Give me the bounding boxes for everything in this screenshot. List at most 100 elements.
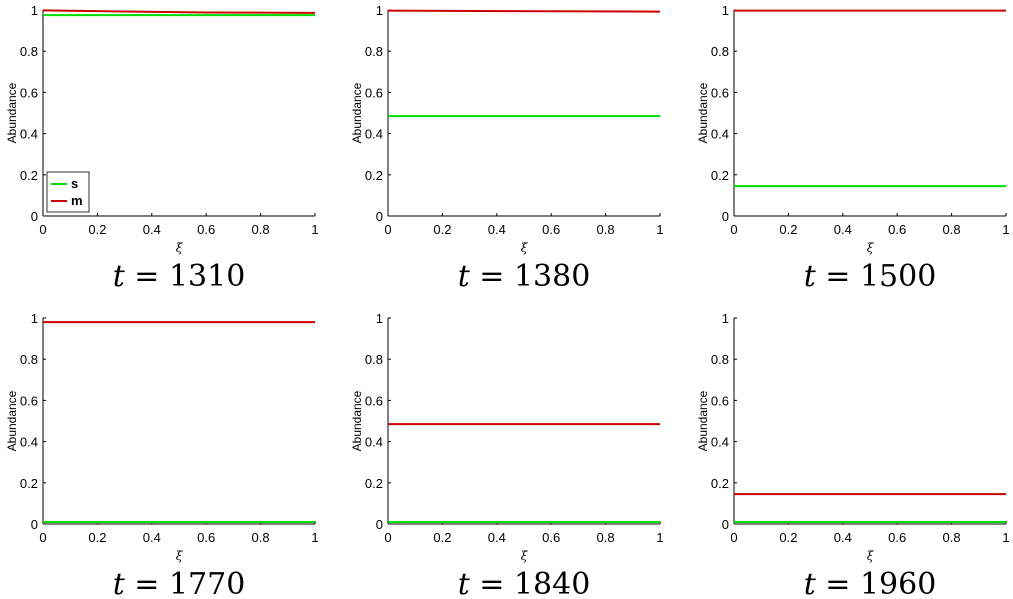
panel-title: t = 1960 <box>804 567 937 599</box>
panel-4: 0 0.2 0.4 0.6 0.8 1 0 0.2 0.4 0.6 0.8 1 Abundance ξ t … <box>5 311 319 599</box>
panel-title: t = 1770 <box>113 567 246 599</box>
y-tick-label: 0 <box>376 517 383 532</box>
y-tick-label: 0 <box>722 209 729 224</box>
y-tick-label: 0.6 <box>711 393 729 408</box>
x-tick-label: 1 <box>656 222 663 237</box>
y-axis-label: Abundance <box>5 390 19 451</box>
x-tick-label: 0.2 <box>433 222 451 237</box>
title-value: = 1500 <box>816 259 937 294</box>
title-value: = 1960 <box>816 567 937 599</box>
x-tick-label: 0.2 <box>433 530 451 545</box>
y-tick-label: 0.2 <box>711 476 729 491</box>
panel-2: 0 0.2 0.4 0.6 0.8 1 0 0.2 0.4 0.6 0.8 1 Abundance ξ t … <box>350 3 664 294</box>
x-tick-label: 0 <box>39 530 46 545</box>
y-tick-label: 0.8 <box>365 352 383 367</box>
x-tick-label: 0.2 <box>88 222 106 237</box>
y-tick-label: 1 <box>376 311 383 326</box>
y-tick-label: 0.6 <box>711 85 729 100</box>
y-tick-label: 0.8 <box>711 44 729 59</box>
panel-6: 0 0.2 0.4 0.6 0.8 1 0 0.2 0.4 0.6 0.8 1 Abundance ξ t … <box>696 311 1010 599</box>
title-variable: t <box>804 259 817 294</box>
y-tick-label: 1 <box>376 3 383 18</box>
series-line-series-2 <box>387 9 661 13</box>
panel-title: t = 1380 <box>458 259 591 294</box>
x-tick-label: 0.8 <box>943 222 961 237</box>
y-tick-label: 0.2 <box>20 168 38 183</box>
y-axis-label: Abundance <box>350 82 364 143</box>
panel-1: 0 0.2 0.4 0.6 0.8 1 0 0.2 0.4 0.6 0.8 1 Abundance ξ sm… <box>5 3 319 294</box>
x-tick-label: 0.6 <box>542 222 560 237</box>
x-tick-label: 0.6 <box>542 530 560 545</box>
x-tick-label: 0.2 <box>779 222 797 237</box>
title-value: = 1310 <box>125 259 246 294</box>
x-tick-label: 0.8 <box>252 222 270 237</box>
y-tick-label: 0.2 <box>365 476 383 491</box>
title-variable: t <box>113 567 126 599</box>
x-tick-label: 1 <box>1002 530 1009 545</box>
x-axis-label: ξ <box>176 241 184 255</box>
series-line-m <box>42 9 316 14</box>
legend-label-m: m <box>71 193 83 208</box>
legend-label-s: s <box>71 176 78 191</box>
x-axis-label: ξ <box>867 549 875 563</box>
y-tick-label: 1 <box>722 3 729 18</box>
title-value: = 1770 <box>125 567 246 599</box>
panel-5: 0 0.2 0.4 0.6 0.8 1 0 0.2 0.4 0.6 0.8 1 Abundance ξ t … <box>350 311 664 599</box>
x-tick-label: 1 <box>311 222 318 237</box>
panel-title: t = 1500 <box>804 259 937 294</box>
panel-title: t = 1310 <box>113 259 246 294</box>
y-tick-label: 0.6 <box>365 393 383 408</box>
title-value: = 1840 <box>470 567 591 599</box>
title-variable: t <box>113 259 126 294</box>
x-tick-label: 0.6 <box>197 222 215 237</box>
x-tick-label: 0.8 <box>943 530 961 545</box>
y-tick-label: 0.4 <box>20 435 38 450</box>
y-tick-label: 0.4 <box>711 127 729 142</box>
x-axis-label: ξ <box>867 241 875 255</box>
y-tick-label: 0.4 <box>365 435 383 450</box>
y-axis-label: Abundance <box>696 82 710 143</box>
x-axis-label: ξ <box>521 241 529 255</box>
x-tick-label: 0.2 <box>779 530 797 545</box>
y-tick-label: 0 <box>376 209 383 224</box>
x-tick-label: 0.4 <box>143 222 161 237</box>
y-tick-label: 0.2 <box>20 476 38 491</box>
x-tick-label: 1 <box>311 530 318 545</box>
y-tick-label: 0 <box>31 209 38 224</box>
x-tick-label: 0.4 <box>834 222 852 237</box>
y-tick-label: 0.6 <box>365 85 383 100</box>
y-tick-label: 0.2 <box>365 168 383 183</box>
x-tick-label: 0.6 <box>197 530 215 545</box>
x-tick-label: 0.6 <box>888 222 906 237</box>
y-axis-label: Abundance <box>696 390 710 451</box>
y-tick-label: 0.4 <box>365 127 383 142</box>
x-tick-label: 0.4 <box>143 530 161 545</box>
y-tick-label: 1 <box>722 311 729 326</box>
x-tick-label: 0.4 <box>834 530 852 545</box>
x-tick-label: 0.8 <box>252 530 270 545</box>
title-variable: t <box>804 567 817 599</box>
x-tick-label: 0 <box>730 530 737 545</box>
x-axis-label: ξ <box>521 549 529 563</box>
x-tick-label: 0 <box>730 222 737 237</box>
x-tick-label: 0.8 <box>597 530 615 545</box>
y-tick-label: 1 <box>31 3 38 18</box>
x-tick-label: 1 <box>1002 222 1009 237</box>
title-value: = 1380 <box>470 259 591 294</box>
x-tick-label: 0 <box>384 222 391 237</box>
x-tick-label: 0.2 <box>88 530 106 545</box>
x-tick-label: 0.4 <box>488 222 506 237</box>
panel-title: t = 1840 <box>458 567 591 599</box>
y-tick-label: 0.2 <box>711 168 729 183</box>
x-tick-label: 1 <box>656 530 663 545</box>
y-axis-label: Abundance <box>350 390 364 451</box>
y-tick-label: 0.6 <box>20 85 38 100</box>
y-tick-label: 0 <box>722 517 729 532</box>
y-tick-label: 0.8 <box>365 44 383 59</box>
y-tick-label: 0 <box>31 517 38 532</box>
x-tick-label: 0.4 <box>488 530 506 545</box>
y-tick-label: 0.8 <box>20 352 38 367</box>
title-variable: t <box>458 259 471 294</box>
legend-box <box>46 171 90 213</box>
